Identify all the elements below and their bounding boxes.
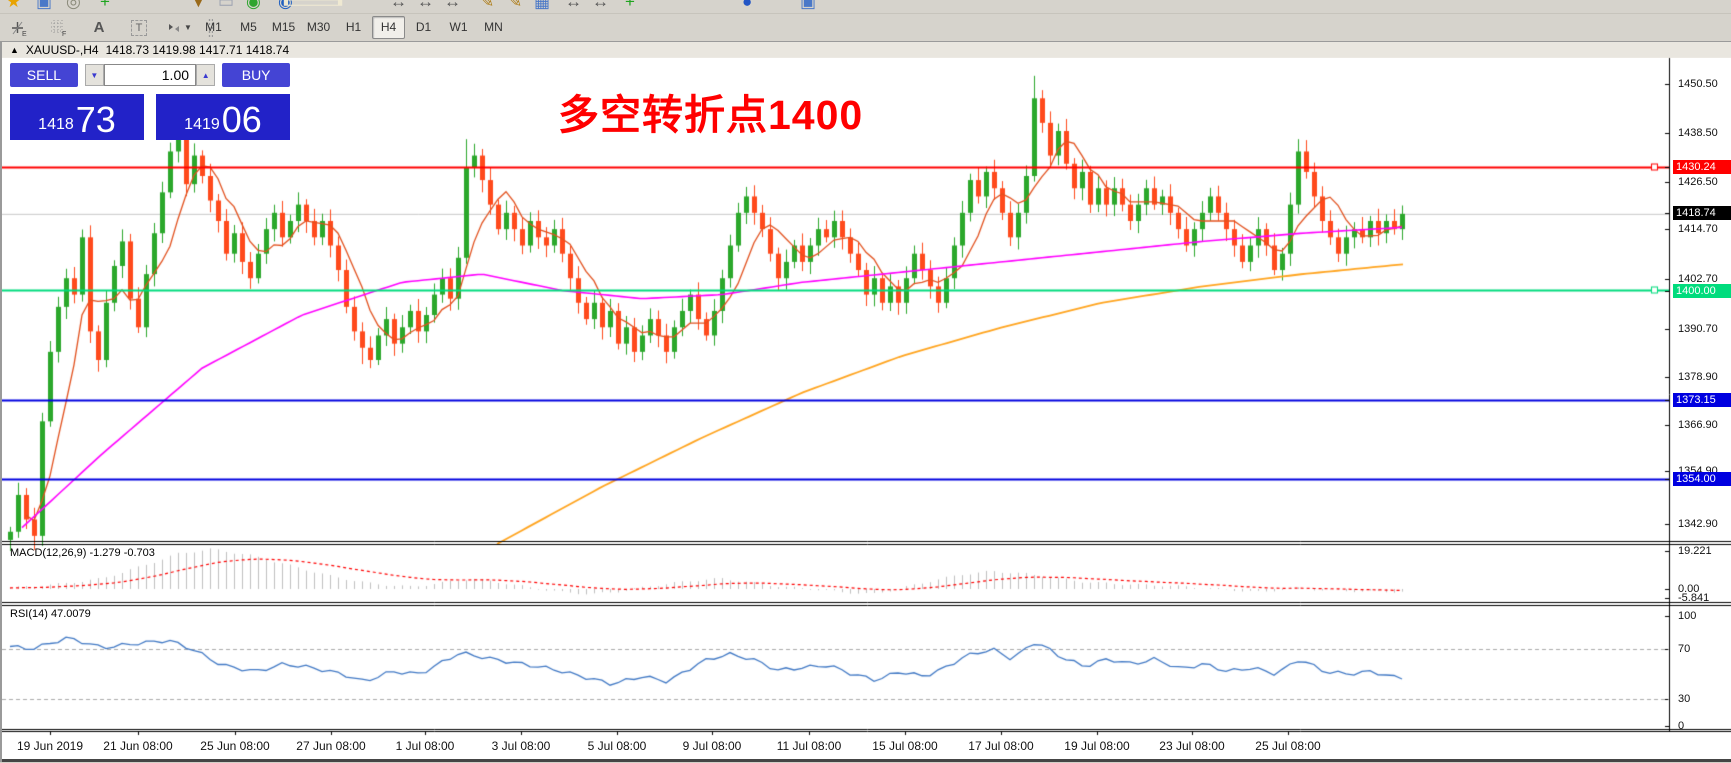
- add-indicator-icon[interactable]: +: [625, 0, 635, 11]
- arrow-expand-icon[interactable]: ↔: [592, 0, 609, 11]
- arrow-left-right-icon[interactable]: ↔: [565, 0, 582, 11]
- macd-indicator-label: MACD(12,26,9) -1.279 -0.703: [10, 547, 155, 559]
- date-label: 25 Jun 08:00: [200, 739, 270, 753]
- compose-icon[interactable]: ▼: [190, 0, 207, 11]
- price-axis-label: 1450.50: [1678, 78, 1718, 90]
- date-label: 19 Jul 08:00: [1064, 739, 1130, 753]
- price-axis-label: 1366.90: [1678, 419, 1718, 431]
- pencil-icon[interactable]: ✎: [480, 0, 495, 11]
- price-axis-label: 19.221: [1678, 545, 1712, 557]
- buy-price-small: 1419: [184, 116, 220, 133]
- date-label: 1 Jul 08:00: [395, 739, 455, 753]
- date-label: 27 Jun 08:00: [296, 739, 366, 753]
- price-axis-label: 1414.70: [1678, 223, 1718, 235]
- play-icon[interactable]: ◉: [246, 0, 261, 11]
- date-label: 17 Jul 08:00: [968, 739, 1034, 753]
- chart-annotation-text: 多空转折点1400: [558, 92, 864, 138]
- chart-window: ▲ XAUUSD-,H4 1418.73 1419.98 1417.71 141…: [0, 41, 1731, 763]
- timeframe-button-w1[interactable]: W1: [449, 20, 468, 34]
- volume-input[interactable]: [104, 64, 197, 86]
- timeframe-button-h4[interactable]: H4: [372, 16, 405, 39]
- date-label: 11 Jul 08:00: [776, 739, 842, 753]
- price-axis-label: 1402.70: [1678, 273, 1718, 285]
- price-axis-label: 1438.50: [1678, 127, 1718, 139]
- date-label: 5 Jul 08:00: [587, 739, 647, 753]
- timeframe-button-mn[interactable]: MN: [484, 20, 503, 34]
- add-icon[interactable]: +: [100, 0, 110, 11]
- date-label: 23 Jul 08:00: [1159, 739, 1225, 753]
- buy-price-tile[interactable]: 1419 06: [156, 94, 290, 140]
- favorites-icon[interactable]: ★: [6, 0, 22, 11]
- cursor-crosshair-icon[interactable]: E: [6, 17, 32, 39]
- clock-icon[interactable]: ●: [742, 0, 753, 11]
- sell-price-small: 1418: [38, 116, 74, 133]
- hline-tool-icon[interactable]: ↔: [390, 0, 407, 11]
- rsi-indicator-label: RSI(14) 47.0079: [10, 608, 91, 620]
- symbol-input-box[interactable]: ▭: [276, 0, 350, 11]
- date-label: 21 Jun 08:00: [103, 739, 173, 753]
- arrows-caret-icon: ▼: [184, 23, 192, 32]
- timeframe-button-m30[interactable]: M30: [306, 20, 331, 34]
- price-axis-label: 0: [1678, 720, 1685, 732]
- one-click-trade-panel: SELL ▼ ▲ BUY 1418 73 1419 06: [10, 62, 291, 142]
- date-label: 19 Jun 2019: [16, 739, 84, 753]
- price-axis-label: 70: [1678, 643, 1691, 655]
- toolbar-separator: [208, 17, 213, 38]
- price-axis-label: 1426.50: [1678, 176, 1718, 188]
- volume-decrease-button[interactable]: ▼: [84, 64, 105, 86]
- price-axis-label: 1342.90: [1678, 518, 1718, 530]
- horizontal-scrollbar[interactable]: [2, 759, 1731, 762]
- price-axis-label: 1430.24: [1673, 160, 1731, 174]
- timeframe-button-m5[interactable]: M5: [240, 20, 257, 34]
- timeframe-button-d1[interactable]: D1: [415, 20, 432, 34]
- price-axis-label: 1418.74: [1673, 206, 1731, 220]
- buy-price-big: 06: [221, 99, 262, 140]
- date-label: 9 Jul 08:00: [682, 739, 742, 753]
- trendline-tool-icon[interactable]: ↔: [444, 0, 461, 11]
- text-tool-icon[interactable]: A: [93, 19, 105, 36]
- price-axis-label: 100: [1678, 610, 1697, 622]
- search-icon[interactable]: ◎: [66, 0, 81, 11]
- date-label: 15 Jul 08:00: [872, 739, 938, 753]
- price-axis-label: 1354.00: [1673, 472, 1731, 486]
- template-icon[interactable]: ▣: [800, 0, 817, 11]
- price-axis-label: 0.00: [1678, 583, 1700, 595]
- price-axis-label: 1378.90: [1678, 371, 1718, 383]
- volume-increase-button[interactable]: ▲: [196, 64, 216, 86]
- price-axis-label: 30: [1678, 693, 1691, 705]
- cursor-e-label: E: [22, 31, 27, 38]
- text-label-tool-icon[interactable]: T: [126, 17, 152, 39]
- timeframe-button-h1[interactable]: H1: [345, 20, 362, 34]
- new-chart-icon[interactable]: ▣: [36, 0, 53, 11]
- price-axis-label: 1390.70: [1678, 323, 1718, 335]
- price-axis-label: 1373.15: [1673, 393, 1731, 407]
- pencil2-icon[interactable]: ✎: [508, 0, 523, 11]
- timeframe-bar: M1 M5 M15 M30 H1 H4 D1 W1 MN: [196, 16, 511, 39]
- globe-icon[interactable]: ◉: [278, 0, 293, 11]
- timeframe-button-m15[interactable]: M15: [271, 20, 296, 34]
- toolbar-second: E F A T ▼ M1 M5 M15 M30 H1 H4 D1 W1 MN: [0, 14, 1731, 41]
- price-axis-label: 1400.00: [1673, 284, 1731, 298]
- vline-tool-icon[interactable]: ↔: [417, 0, 434, 11]
- buy-button[interactable]: BUY: [222, 63, 291, 87]
- sell-price-big: 73: [75, 99, 116, 140]
- panel-icon[interactable]: ▭: [218, 0, 235, 11]
- grid-table-icon[interactable]: ▦: [534, 0, 551, 11]
- sell-price-tile[interactable]: 1418 73: [10, 94, 144, 140]
- date-label: 25 Jul 08:00: [1255, 739, 1321, 753]
- timeframe-button-m1[interactable]: M1: [205, 20, 222, 34]
- toolbar-top: ★ ▣ ◎ + ▼ ▭ ◉ ◉ ▭ ↔ ↔ ↔ ✎ ✎ ▦ ↔ ↔ + ● ▣: [0, 0, 1731, 14]
- price-chart-canvas[interactable]: [2, 42, 1731, 763]
- crosshair-f-label: F: [62, 31, 66, 38]
- price-axis-label: -5.841: [1678, 592, 1710, 604]
- crosshair-grid-icon[interactable]: F: [46, 17, 72, 39]
- arrows-tool-icon[interactable]: ▼: [166, 17, 192, 39]
- sell-button[interactable]: SELL: [10, 63, 78, 87]
- date-label: 3 Jul 08:00: [491, 739, 551, 753]
